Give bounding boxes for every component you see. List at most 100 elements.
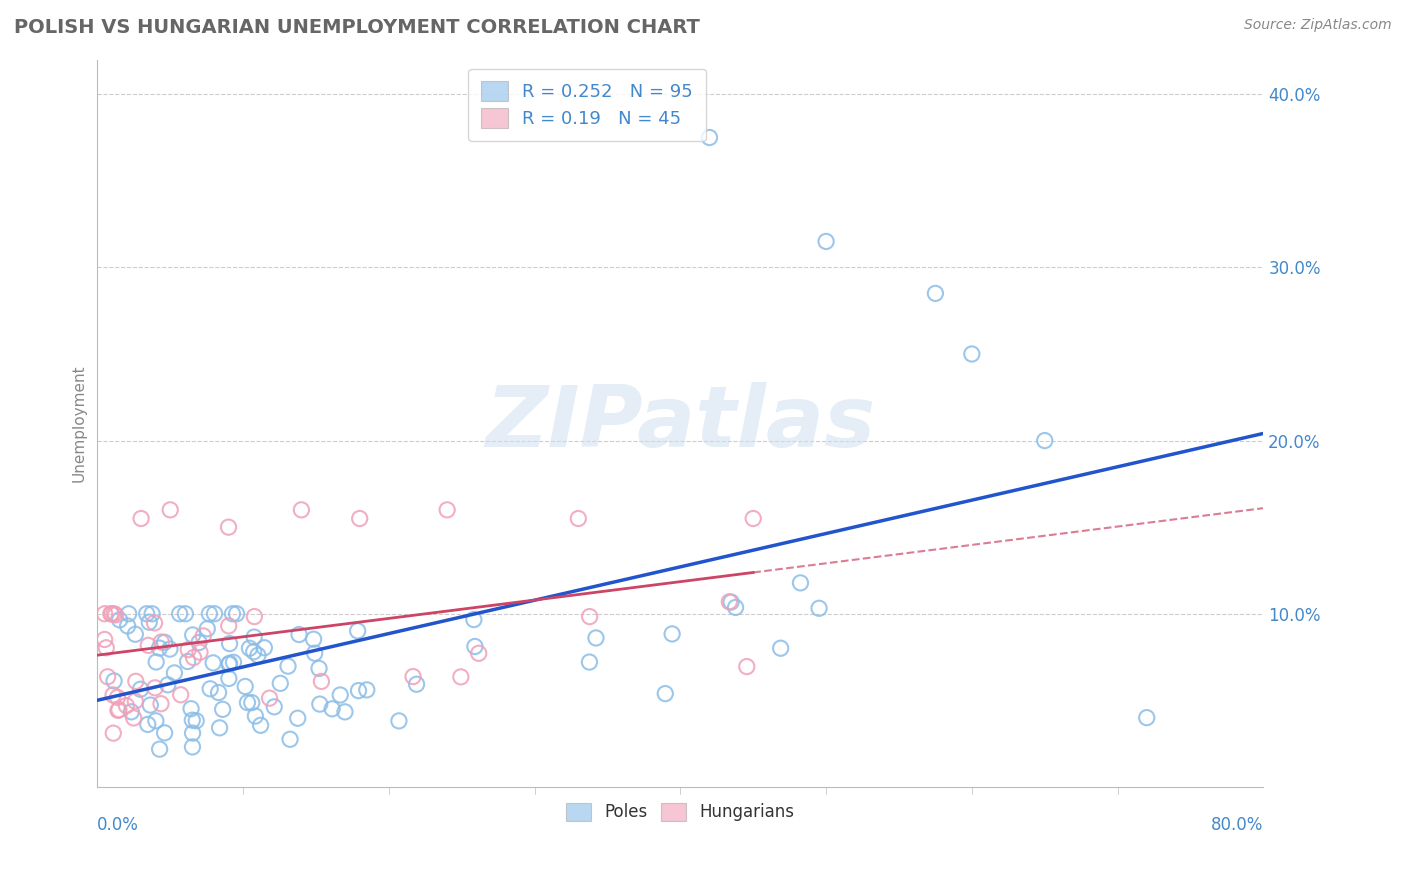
Point: [149, 742, 172, 756]
Point: [724, 600, 747, 615]
Point: [159, 503, 181, 517]
Point: [467, 646, 489, 660]
Point: [269, 676, 291, 690]
Point: [808, 601, 831, 615]
Point: [204, 607, 226, 621]
Point: [225, 607, 247, 621]
Point: [218, 520, 240, 534]
Text: 80.0%: 80.0%: [1211, 816, 1264, 834]
Point: [129, 511, 152, 525]
Point: [246, 648, 269, 663]
Point: [450, 670, 472, 684]
Point: [349, 511, 371, 525]
Point: [567, 511, 589, 525]
Point: [218, 657, 240, 671]
Point: [198, 681, 221, 696]
Point: [463, 613, 485, 627]
Point: [240, 696, 263, 710]
Point: [103, 673, 125, 688]
Point: [238, 641, 260, 656]
Point: [117, 619, 139, 633]
Point: [211, 702, 233, 716]
Point: [148, 641, 170, 656]
Point: [218, 672, 240, 686]
Point: [169, 607, 191, 621]
Point: [138, 615, 160, 630]
Y-axis label: Unemployment: Unemployment: [72, 365, 86, 482]
Point: [402, 669, 425, 683]
Point: [181, 628, 204, 642]
Point: [654, 687, 676, 701]
Point: [143, 681, 166, 695]
Point: [259, 691, 281, 706]
Point: [277, 659, 299, 673]
Point: [815, 235, 838, 249]
Point: [308, 697, 330, 711]
Point: [202, 656, 225, 670]
Point: [103, 726, 125, 740]
Point: [188, 645, 211, 659]
Point: [100, 607, 122, 621]
Point: [141, 607, 163, 621]
Point: [145, 655, 167, 669]
Point: [578, 655, 600, 669]
Point: [107, 703, 129, 717]
Point: [789, 575, 811, 590]
Point: [769, 641, 792, 656]
Point: [218, 657, 240, 672]
Text: ZIPatlas: ZIPatlas: [485, 382, 876, 465]
Point: [236, 696, 259, 710]
Point: [207, 685, 229, 699]
Point: [302, 632, 325, 647]
Point: [436, 503, 458, 517]
Point: [195, 622, 218, 636]
Point: [1033, 434, 1056, 448]
Point: [253, 640, 276, 655]
Point: [718, 595, 741, 609]
Point: [176, 655, 198, 669]
Point: [122, 711, 145, 725]
Point: [333, 705, 356, 719]
Point: [181, 713, 204, 727]
Point: [96, 640, 118, 655]
Point: [129, 682, 152, 697]
Point: [135, 607, 157, 621]
Point: [242, 645, 264, 659]
Point: [174, 607, 197, 621]
Point: [120, 705, 142, 719]
Point: [278, 732, 301, 747]
Point: [93, 607, 115, 621]
Point: [188, 635, 211, 649]
Point: [218, 637, 240, 651]
Point: [170, 688, 193, 702]
Point: [346, 624, 368, 638]
Point: [308, 661, 330, 675]
Point: [97, 670, 120, 684]
Point: [585, 631, 607, 645]
Text: POLISH VS HUNGARIAN UNEMPLOYMENT CORRELATION CHART: POLISH VS HUNGARIAN UNEMPLOYMENT CORRELA…: [14, 18, 700, 37]
Point: [290, 503, 312, 517]
Text: 0.0%: 0.0%: [97, 816, 139, 834]
Point: [735, 659, 758, 673]
Point: [699, 130, 721, 145]
Point: [181, 726, 204, 740]
Text: Source: ZipAtlas.com: Source: ZipAtlas.com: [1244, 18, 1392, 32]
Point: [356, 682, 378, 697]
Point: [124, 694, 146, 708]
Point: [183, 650, 205, 665]
Point: [115, 698, 138, 713]
Point: [101, 688, 124, 702]
Point: [208, 721, 231, 735]
Point: [107, 690, 129, 705]
Point: [145, 714, 167, 728]
Point: [243, 630, 266, 644]
Point: [288, 627, 311, 641]
Point: [118, 607, 141, 621]
Point: [149, 697, 172, 711]
Point: [245, 709, 267, 723]
Point: [960, 347, 983, 361]
Point: [143, 615, 166, 630]
Point: [222, 655, 245, 669]
Point: [287, 711, 309, 725]
Point: [924, 286, 946, 301]
